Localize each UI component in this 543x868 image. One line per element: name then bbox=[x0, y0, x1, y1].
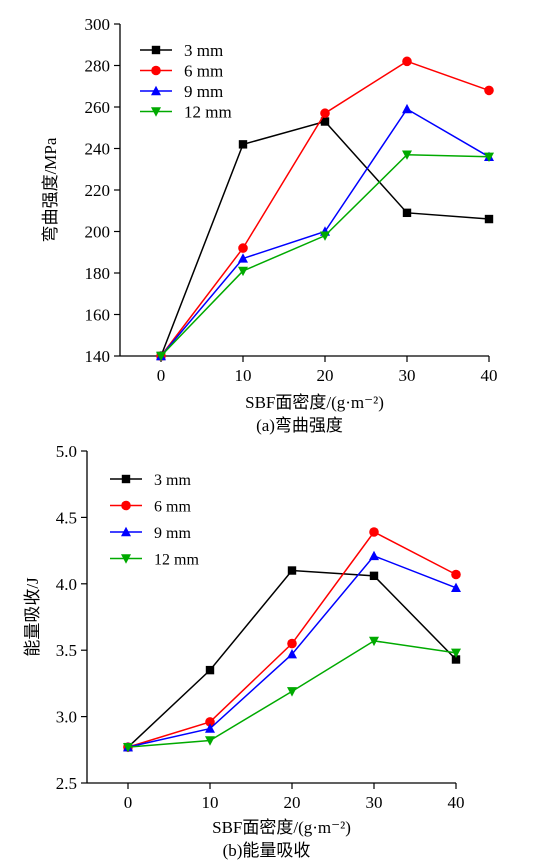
x-tick-label: 10 bbox=[235, 366, 252, 385]
y-axis-title: 能量吸收/J bbox=[23, 577, 42, 657]
data-point bbox=[287, 687, 297, 697]
y-tick-label: 4.5 bbox=[56, 508, 77, 527]
legend-label: 9 mm bbox=[154, 525, 191, 542]
data-point bbox=[320, 117, 330, 126]
data-point bbox=[484, 152, 494, 162]
legend-marker bbox=[151, 65, 161, 76]
data-point bbox=[402, 208, 412, 218]
y-tick-label: 2.5 bbox=[56, 774, 77, 793]
x-tick-label: 40 bbox=[481, 366, 498, 385]
legend-marker bbox=[151, 45, 161, 55]
legend-label: 3 mm bbox=[154, 472, 191, 489]
series-12mm bbox=[156, 150, 494, 362]
legend: 3 mm 6 mm 9 mm 12 mm bbox=[110, 472, 199, 569]
data-point bbox=[369, 571, 379, 581]
data-point bbox=[123, 742, 133, 753]
data-point bbox=[451, 655, 461, 664]
chart-caption: (a)弯曲强度 bbox=[256, 416, 343, 435]
data-point bbox=[205, 717, 215, 727]
chart-a: 140 160 180 200 220 240 260 280 300 0 10 20 30 40 SBF面… bbox=[41, 15, 498, 435]
data-point bbox=[205, 723, 215, 733]
data-point bbox=[402, 56, 412, 67]
data-point bbox=[287, 638, 297, 649]
y-tick-label: 240 bbox=[85, 140, 111, 159]
data-point bbox=[369, 550, 379, 561]
x-tick-label: 30 bbox=[366, 793, 383, 812]
legend-marker bbox=[151, 107, 161, 117]
data-point bbox=[205, 736, 215, 746]
series-9mm bbox=[123, 550, 461, 752]
x-axis-title: SBF面密度/(g·m⁻²) bbox=[212, 818, 351, 837]
x-axis-title: SBF面密度/(g·m⁻²) bbox=[245, 393, 384, 412]
data-point bbox=[287, 648, 297, 659]
x-tick-label: 0 bbox=[157, 366, 166, 385]
data-point bbox=[238, 253, 248, 263]
data-point bbox=[402, 150, 412, 160]
legend-marker bbox=[121, 554, 131, 564]
y-tick-label: 140 bbox=[85, 347, 111, 366]
data-point bbox=[238, 243, 248, 253]
series-12mm bbox=[123, 636, 461, 753]
x-tick-label: 0 bbox=[124, 793, 133, 812]
x-tick-label: 20 bbox=[317, 366, 334, 385]
y-tick-label: 220 bbox=[85, 181, 111, 200]
data-point bbox=[238, 266, 248, 277]
data-point bbox=[451, 582, 461, 592]
data-point bbox=[320, 231, 330, 241]
data-point bbox=[320, 108, 330, 119]
y-tick-label: 180 bbox=[85, 264, 111, 283]
chart-caption: (b)能量吸收 bbox=[223, 841, 311, 860]
y-tick-label: 300 bbox=[85, 15, 111, 34]
legend-label: 12 mm bbox=[154, 552, 199, 569]
y-tick-label: 280 bbox=[85, 57, 111, 76]
data-point bbox=[156, 351, 166, 362]
data-point bbox=[369, 527, 379, 537]
legend-marker bbox=[121, 500, 131, 511]
data-point bbox=[484, 85, 494, 96]
legend-label: 6 mm bbox=[154, 499, 191, 516]
x-tick-label: 20 bbox=[284, 793, 301, 812]
y-tick-label: 5.0 bbox=[56, 442, 77, 461]
y-tick-label: 200 bbox=[85, 223, 111, 242]
y-tick-label: 160 bbox=[85, 306, 111, 325]
data-point bbox=[451, 569, 461, 580]
series-line bbox=[160, 153, 490, 357]
series-3mm bbox=[123, 566, 461, 752]
legend-label: 6 mm bbox=[184, 62, 223, 81]
legend-marker bbox=[121, 526, 131, 537]
legend-label: 12 mm bbox=[184, 103, 232, 122]
data-point bbox=[451, 648, 461, 659]
series-line bbox=[127, 569, 457, 748]
data-point bbox=[402, 103, 412, 114]
data-point bbox=[287, 566, 297, 575]
legend-label: 9 mm bbox=[184, 82, 223, 101]
data-point bbox=[205, 665, 215, 675]
x-tick-label: 30 bbox=[399, 366, 416, 385]
y-axis-title: 弯曲强度/MPa bbox=[41, 137, 60, 242]
x-tick-label: 40 bbox=[448, 793, 465, 812]
legend-label: 3 mm bbox=[184, 41, 223, 60]
y-tick-label: 3.0 bbox=[56, 708, 77, 727]
data-point bbox=[238, 140, 248, 149]
data-point bbox=[484, 214, 494, 224]
legend-marker bbox=[151, 85, 161, 96]
chart-b: 2.5 3.0 3.5 4.0 4.5 5.0 0 10 20 30 40 SBF面密度/(g·m⁻²… bbox=[23, 442, 465, 860]
data-point bbox=[369, 636, 379, 647]
y-tick-label: 260 bbox=[85, 98, 111, 117]
x-tick-label: 10 bbox=[202, 793, 219, 812]
y-tick-label: 4.0 bbox=[56, 575, 77, 594]
legend-marker bbox=[121, 474, 131, 484]
legend: 3 mm 6 mm9 mm 12 mm bbox=[140, 41, 232, 122]
y-tick-label: 3.5 bbox=[56, 641, 77, 660]
